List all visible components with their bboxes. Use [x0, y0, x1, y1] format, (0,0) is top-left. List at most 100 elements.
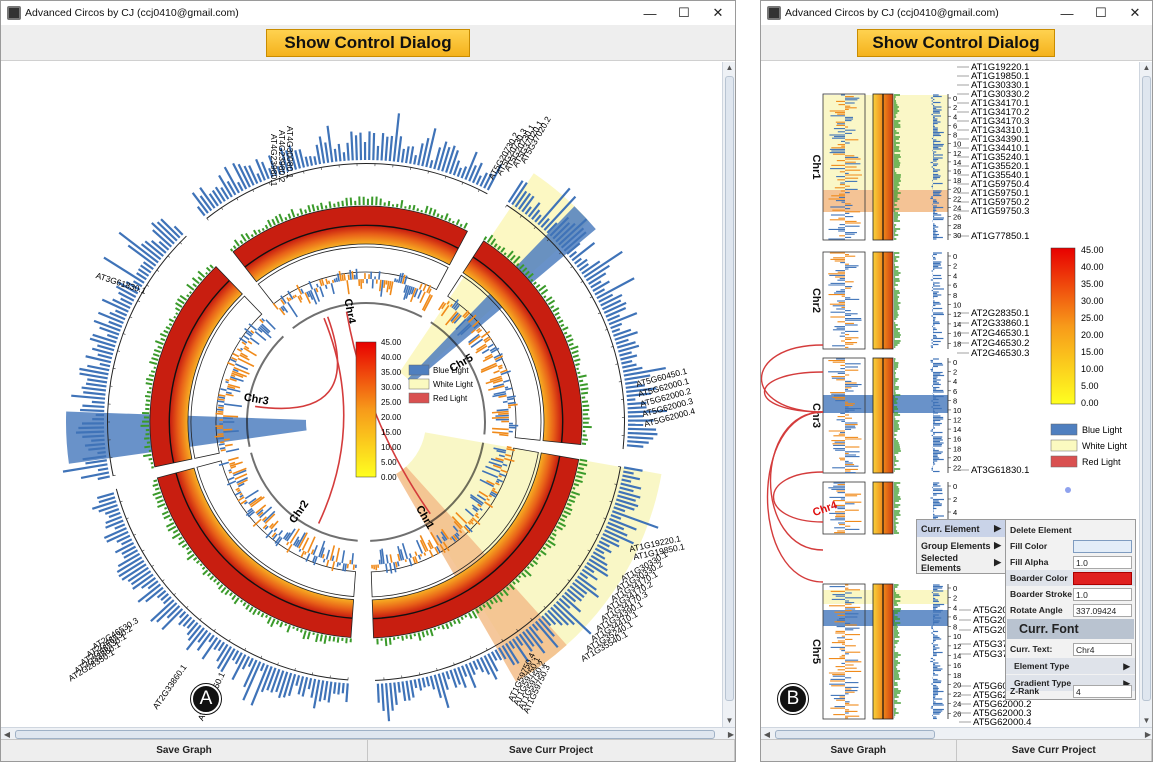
inner-histogram-bar: [495, 480, 500, 484]
border-stroke-input[interactable]: 1.0: [1073, 587, 1132, 601]
green-histogram-bar: [532, 559, 538, 566]
inner-histogram-bar: [378, 271, 381, 280]
scroll-thumb[interactable]: [1142, 76, 1151, 701]
z-rank-input[interactable]: 4: [1073, 684, 1132, 698]
inner-histogram-bar: [225, 378, 230, 382]
axis-tick: [477, 189, 480, 193]
show-control-dialog-button[interactable]: Show Control Dialog: [266, 29, 470, 57]
scroll-left-icon[interactable]: ◀: [763, 730, 771, 739]
inner-histogram-bar: [428, 549, 434, 558]
axis-tick-label: 8: [953, 623, 957, 632]
axis-tick: [418, 672, 421, 676]
blue-histogram-bar: [429, 675, 436, 690]
maximize-icon[interactable]: ☐: [678, 5, 690, 20]
line-track-box: [822, 251, 866, 350]
blue-histogram-bar: [596, 277, 635, 300]
current-text-input[interactable]: Chr4: [1073, 642, 1132, 656]
delete-element-item[interactable]: Delete Element: [1006, 522, 1135, 538]
scroll-thumb[interactable]: [775, 730, 935, 739]
blue-histogram-bar: [620, 354, 638, 361]
scroll-thumb[interactable]: [15, 730, 715, 739]
save-graph-button[interactable]: Save Graph: [761, 740, 957, 761]
inner-histogram-bar: [227, 385, 236, 390]
close-icon[interactable]: ✕: [712, 5, 724, 20]
gene-label: AT1G34170.1: [971, 98, 1029, 109]
inner-histogram-bar: [470, 518, 474, 522]
rotate-angle-input[interactable]: 337.09424: [1073, 603, 1132, 617]
inner-histogram-bar: [217, 437, 224, 440]
border-color-swatch[interactable]: [1073, 571, 1132, 585]
vertical-scrollbar[interactable]: ▲ ▼: [722, 62, 735, 727]
horizontal-scrollbar[interactable]: ◀ ▶: [1, 727, 735, 741]
green-histogram-bar: [555, 525, 564, 531]
blue-histogram-bar: [453, 668, 462, 685]
scroll-left-icon[interactable]: ◀: [3, 730, 11, 739]
axis-tick-label: 4: [953, 271, 957, 280]
minimize-icon[interactable]: —: [1060, 5, 1074, 21]
blue-histogram-bar: [555, 600, 592, 635]
green-histogram-bar: [551, 532, 557, 537]
show-control-dialog-button[interactable]: Show Control Dialog: [857, 29, 1055, 57]
vertical-scrollbar[interactable]: ▲ ▼: [1139, 62, 1152, 727]
blue-histogram-bar: [98, 496, 116, 504]
blue-histogram-bar: [173, 225, 184, 236]
scroll-up-icon[interactable]: ▲: [725, 63, 734, 72]
fill-alpha-input[interactable]: 1.0: [1073, 555, 1132, 569]
horizontal-scrollbar[interactable]: ◀ ▶: [761, 727, 1152, 741]
inner-histogram-bar: [342, 563, 345, 572]
save-project-button[interactable]: Save Curr Project: [957, 740, 1152, 761]
inner-histogram-bar: [441, 302, 447, 310]
blue-histogram-bar: [618, 344, 640, 353]
blue-histogram-bar: [564, 591, 577, 603]
circos-canvas[interactable]: Chr1 Chr2 Chr3 Chr4 Chr5 45.00 40.00 35.00 30.00…: [1, 62, 722, 761]
save-project-button[interactable]: Save Curr Project: [368, 740, 735, 761]
close-icon[interactable]: ✕: [1129, 5, 1141, 20]
menu-item-curr-element[interactable]: Curr. Element ▶: [917, 520, 1005, 537]
green-histogram-bar: [581, 391, 589, 395]
axis-tick: [146, 284, 150, 287]
scroll-thumb[interactable]: [725, 76, 734, 701]
scroll-up-icon[interactable]: ▲: [1142, 63, 1151, 72]
scroll-down-icon[interactable]: ▼: [1142, 716, 1151, 725]
minimize-icon[interactable]: —: [643, 5, 657, 21]
blue-histogram-bar: [380, 683, 385, 712]
menu-item-label: Curr. Element: [921, 523, 980, 534]
scroll-right-icon[interactable]: ▶: [1144, 730, 1152, 739]
border-stroke-label: Boarder Stroke: [1010, 589, 1073, 599]
inner-histogram-bar: [233, 469, 247, 477]
fill-color-swatch[interactable]: [1073, 539, 1132, 553]
scroll-right-icon[interactable]: ▶: [727, 730, 735, 739]
legend-label: Blue Light: [1082, 425, 1123, 435]
blue-histogram-bar: [147, 580, 159, 590]
blue-histogram-bar: [243, 165, 255, 186]
blue-histogram-bar: [108, 320, 123, 328]
inner-histogram-bar: [464, 508, 475, 517]
inner-histogram-bar: [230, 376, 244, 383]
menu-item-group-elements[interactable]: Group Elements ▶: [917, 537, 1005, 554]
element-type-item[interactable]: Element Type ▶: [1006, 658, 1135, 674]
blue-histogram-bar: [89, 337, 116, 348]
blue-histogram-bar: [372, 132, 376, 161]
current-font-button[interactable]: Curr. Font: [1007, 619, 1134, 639]
inner-histogram-bar: [389, 562, 393, 574]
blue-histogram-bar: [611, 328, 621, 333]
inner-histogram-bar: [298, 532, 308, 549]
inner-histogram-bar: [217, 433, 224, 436]
green-histogram-bar: [499, 591, 504, 597]
inner-histogram-bar: [487, 343, 494, 349]
inner-histogram-bar: [397, 545, 403, 561]
green-histogram-bar: [425, 630, 429, 636]
inner-histogram-bar: [499, 433, 509, 437]
maximize-icon[interactable]: ☐: [1095, 5, 1107, 20]
inner-histogram-bar: [237, 479, 248, 486]
green-histogram-bar: [577, 466, 584, 471]
green-histogram-bar: [175, 312, 179, 316]
blue-histogram-bar: [237, 163, 251, 188]
inner-histogram-bar: [232, 352, 240, 358]
inner-histogram-bar: [227, 361, 235, 367]
gene-label: AT1G19220.1: [971, 62, 1029, 73]
inner-histogram-bar: [452, 525, 459, 533]
save-graph-button[interactable]: Save Graph: [1, 740, 368, 761]
menu-item-selected-elements[interactable]: Selected Elements ▶: [917, 553, 1005, 573]
scroll-down-icon[interactable]: ▼: [725, 716, 734, 725]
